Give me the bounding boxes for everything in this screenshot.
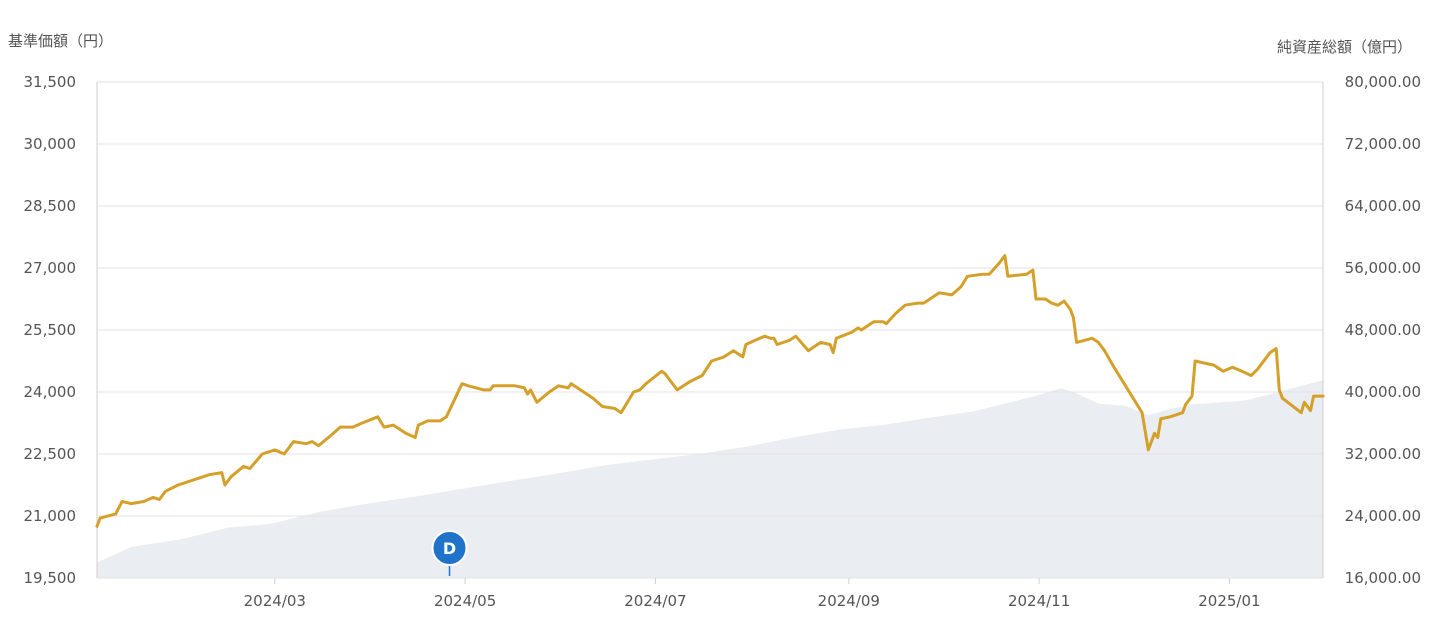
left-tick-label: 24,000 (24, 383, 77, 401)
axis-layer: 19,500 16,000.00 21,000 24,000.00 22,500 32,0… (24, 73, 1422, 610)
left-tick-label: 27,000 (24, 259, 77, 277)
right-tick-label: 16,000.00 (1345, 569, 1421, 587)
right-tick-label: 48,000.00 (1345, 321, 1421, 339)
left-axis-title: 基準価額（円） (8, 32, 113, 50)
price-line-series (95, 254, 1325, 528)
x-tick-label: 2024/03 (244, 592, 306, 610)
left-tick-label: 22,500 (24, 445, 77, 463)
left-tick-label: 25,500 (24, 321, 77, 339)
right-tick-label: 80,000.00 (1345, 73, 1421, 91)
x-tick-label: 2024/07 (624, 592, 686, 610)
left-tick-label: 28,500 (24, 197, 77, 215)
right-tick-label: 40,000.00 (1345, 383, 1421, 401)
right-tick-label: 64,000.00 (1345, 197, 1421, 215)
marker-label: D (443, 539, 456, 558)
marker-badge (431, 530, 468, 566)
assets-area-series (97, 380, 1323, 578)
event-marker[interactable]: D (431, 530, 468, 576)
x-tick-label: 2024/09 (818, 592, 880, 610)
x-tick-label: 2024/11 (1008, 592, 1070, 610)
right-tick-label: 24,000.00 (1345, 507, 1421, 525)
left-tick-label: 21,000 (24, 507, 77, 525)
left-tick-label: 19,500 (24, 569, 77, 587)
left-tick-label: 30,000 (24, 135, 77, 153)
right-tick-label: 32,000.00 (1345, 445, 1421, 463)
left-tick-label: 31,500 (24, 73, 77, 91)
right-axis-title: 純資産総額（億円） (1277, 38, 1412, 56)
x-tick-label: 2025/01 (1198, 592, 1260, 610)
right-tick-label: 72,000.00 (1345, 135, 1421, 153)
grid-layer (96, 81, 1324, 579)
price-line-layer (95, 254, 1325, 528)
x-tick-label: 2024/05 (434, 592, 496, 610)
assets-area-layer (97, 380, 1323, 578)
right-tick-label: 56,000.00 (1345, 259, 1421, 277)
